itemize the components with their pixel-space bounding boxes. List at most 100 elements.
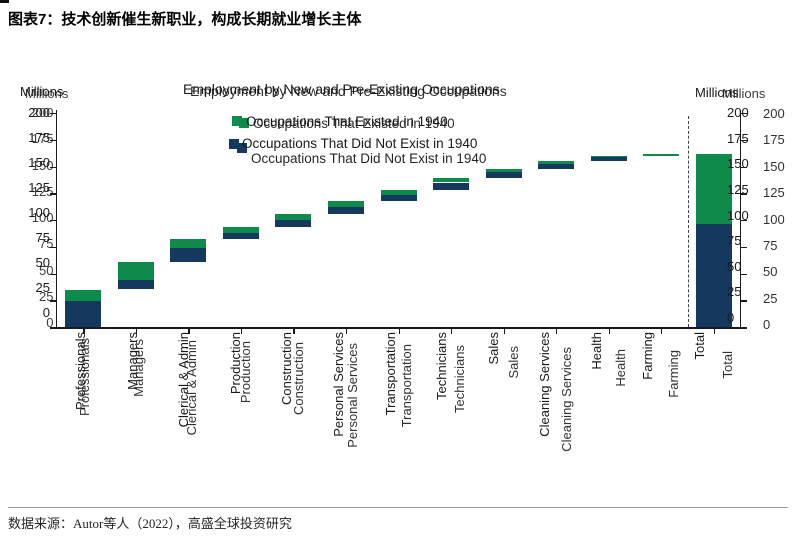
x-category-label: Production — [227, 332, 243, 395]
x-axis-tick — [661, 329, 663, 334]
y-axis-right-tick — [741, 300, 747, 302]
y-tick-label-right-ghost: 50 — [763, 264, 778, 280]
source-note: 数据来源：Autor等人（2022），高盛全球投资研究 — [8, 516, 292, 531]
total-separator-dashed-line — [687, 116, 689, 327]
x-axis-tick — [451, 329, 453, 334]
bar-segment-existed-personal-services — [328, 200, 364, 207]
y-tick-label-right: 75 — [727, 233, 742, 249]
y-tick-label-left-ghost: 175 — [31, 131, 54, 147]
bar-segment-new-personal-services — [328, 206, 364, 215]
footer-divider — [8, 507, 788, 508]
x-axis-tick — [83, 329, 85, 334]
x-category-label: Farming — [640, 332, 656, 380]
bar-segment-existed-health — [590, 156, 627, 158]
bar-segment-existed-transportation — [380, 189, 417, 195]
y-tick-label-left: 25 — [35, 280, 50, 295]
y-axis-right-tick — [741, 139, 747, 142]
bar-segment-existed-sales — [485, 169, 522, 173]
y-axis-left-tick — [49, 166, 56, 168]
bar-segment-existed-technicians — [433, 177, 469, 183]
y-axis-right-tick — [741, 327, 747, 329]
legend-label-existed: Occupations That Existed in 1940 — [246, 114, 448, 129]
x-axis-tick — [293, 329, 295, 334]
y-tick-label-right-ghost: 125 — [763, 185, 785, 201]
y-axis-left-tick — [49, 246, 56, 249]
x-category-label-ghost: Total — [719, 350, 735, 379]
x-category-label-ghost: Sales — [505, 346, 521, 379]
bar-segment-new-production — [222, 232, 259, 240]
y-tick-label-right: 25 — [727, 284, 742, 300]
x-category-label: Construction — [279, 332, 295, 405]
y-axis-right-tick — [741, 113, 747, 115]
x-axis-tick — [398, 329, 400, 334]
x-category-label: Personal Services — [331, 332, 346, 437]
bar-segment-new-transportation — [380, 194, 417, 201]
y-tick-label-left: 150 — [28, 155, 50, 170]
legend-label-new: Occupations That Did Not Exist in 1940 — [242, 136, 478, 151]
x-category-label-ghost: Health — [612, 348, 628, 387]
y-tick-label-left-ghost: 75 — [39, 236, 54, 252]
y-axis-left-tick — [49, 220, 56, 222]
x-category-label: Health — [588, 332, 604, 370]
x-axis-tick — [135, 329, 138, 334]
y-tick-label-right: 200 — [727, 105, 749, 120]
bar-segment-existed-total — [695, 154, 732, 225]
y-tick-label-right: 150 — [727, 156, 749, 172]
y-tick-label-right-ghost: 0 — [763, 317, 771, 332]
x-category-label-ghost: Transportation — [398, 344, 414, 428]
bar-segment-new-sales — [485, 172, 522, 178]
y-tick-label-right-ghost: 150 — [763, 158, 785, 174]
y-axis-left-tick — [49, 113, 56, 115]
y-tick-label-right-ghost: 175 — [763, 132, 785, 148]
x-category-label: Sales — [485, 332, 501, 365]
y-tick-label-left-ghost: 200 — [31, 105, 54, 120]
legend-marker-existed — [232, 116, 242, 126]
y-axis-left-tick — [49, 327, 56, 329]
chart-title: Employment by New and Pre-Existing Occup… — [183, 81, 500, 97]
bar-segment-new-total — [695, 224, 732, 327]
x-axis-tick — [713, 329, 715, 334]
y-tick-label-right: 175 — [727, 130, 749, 146]
y-tick-label-left-ghost: 150 — [31, 157, 54, 173]
x-category-label: Cleaning Services — [537, 332, 553, 437]
x-axis-tick — [608, 329, 610, 334]
y-axis-left-tick — [49, 300, 56, 302]
y-tick-label-left-ghost: 50 — [39, 262, 54, 278]
bar-segment-new-technicians — [433, 182, 469, 190]
y-tick-label-right: 0 — [727, 310, 735, 325]
y-axis-right-tick — [741, 166, 747, 168]
bar-segment-new-health — [590, 157, 627, 161]
x-axis-line — [50, 327, 747, 329]
y-axis-right-unit: Millions — [695, 85, 739, 100]
x-category-label: Total — [691, 332, 707, 360]
y-axis-left-tick — [49, 139, 56, 142]
x-axis-tick — [556, 329, 558, 334]
legend-label-existed-ghost: Occupations That Existed in 1940 — [253, 116, 455, 131]
y-tick-label-left-ghost: 125 — [31, 183, 54, 199]
bar-segment-existed-professionals — [65, 289, 102, 302]
y-tick-label-right: 100 — [727, 207, 749, 223]
y-tick-label-right: 125 — [727, 181, 749, 197]
y-axis-right-unit-ghost: Millions — [722, 86, 766, 101]
y-tick-label-right-ghost: 75 — [763, 237, 778, 253]
y-axis-left-unit: Millions — [20, 84, 64, 99]
y-tick-label-right: 50 — [727, 258, 742, 274]
x-category-label-ghost: Construction — [291, 342, 307, 416]
bar-segment-existed-managers — [117, 261, 154, 280]
y-tick-label-left-ghost: 0 — [46, 315, 54, 330]
y-axis-right-tick — [741, 220, 747, 222]
legend-marker-new — [229, 139, 239, 149]
x-axis-tick — [346, 329, 348, 334]
y-axis-right-tick — [741, 273, 747, 275]
y-tick-label-right-ghost: 200 — [763, 106, 785, 121]
y-tick-label-left: 125 — [28, 180, 50, 195]
y-tick-label-left-ghost: 100 — [31, 210, 54, 225]
legend-marker-new-ghost — [237, 143, 247, 153]
waterfall-chart: Millions Millions Millions Millions Empl… — [20, 81, 785, 452]
x-category-label-ghost: Personal Services — [345, 343, 360, 449]
y-axis-left-tick — [49, 193, 56, 195]
y-tick-label-left: 100 — [28, 205, 50, 220]
y-axis-left-unit-ghost: Millions — [25, 85, 69, 101]
y-axis-left-line — [55, 110, 57, 329]
